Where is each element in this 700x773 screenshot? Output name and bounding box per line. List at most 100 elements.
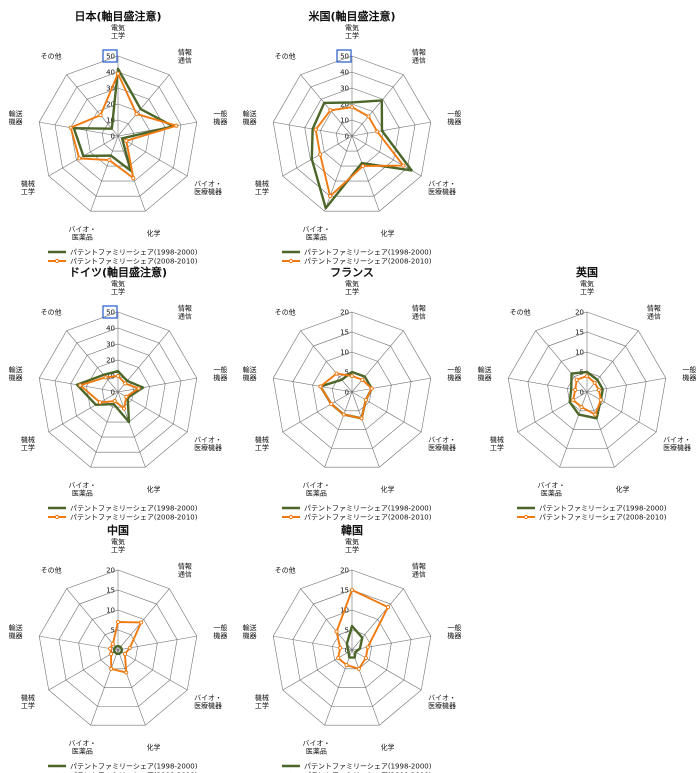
category-label: 化学 — [381, 485, 395, 494]
tick-label: 15 — [106, 587, 115, 595]
grid-ring — [38, 569, 198, 726]
series-point — [68, 125, 73, 130]
grid-ring — [272, 55, 432, 212]
category-label: 電気工学 — [111, 279, 125, 296]
series-point — [349, 587, 355, 593]
grid-ring — [527, 331, 647, 449]
category-label: 輸送機器 — [243, 109, 257, 126]
axis-spoke — [351, 649, 380, 726]
category-label: 輸送機器 — [9, 623, 23, 640]
series-point — [98, 113, 103, 118]
legend-label-1: パテントファミリーシェア(1998-2000) — [70, 505, 198, 513]
series-point — [123, 381, 128, 386]
category-label: 一般機器 — [213, 109, 227, 126]
category-label: 化学 — [381, 229, 395, 238]
tick-label: 0 — [111, 647, 115, 655]
axis-spoke — [300, 330, 353, 393]
series-point — [115, 619, 121, 625]
series-point — [363, 655, 368, 661]
series-point — [122, 651, 128, 657]
category-label: 化学 — [381, 743, 395, 752]
series-line-1 — [112, 644, 124, 655]
category-label: 電気工学 — [111, 23, 125, 40]
axis-spoke — [324, 649, 353, 726]
series-point — [338, 645, 343, 651]
grid-ring — [304, 87, 400, 182]
category-label: バイオ・医療機器 — [194, 436, 222, 452]
axis-spoke — [282, 391, 353, 433]
series-point — [359, 416, 364, 421]
tick-label: 10 — [106, 607, 115, 615]
category-label: バイオ・医療機器 — [194, 180, 222, 196]
category-label: 機械工学 — [255, 435, 269, 452]
category-label: バイオ・医療機器 — [194, 694, 222, 710]
series-point — [115, 71, 121, 76]
series-point — [110, 641, 115, 646]
category-label: 電気工学 — [345, 537, 359, 554]
category-label: バイオ・医薬品 — [302, 226, 330, 242]
category-label: 化学 — [147, 485, 161, 494]
axis-spoke — [48, 649, 119, 691]
category-label: 情報通信 — [412, 47, 426, 64]
category-label: その他 — [41, 307, 62, 316]
series-point — [574, 377, 579, 382]
legend-label-2: パテントファミリーシェア(2008-2010) — [539, 514, 667, 522]
series-point — [124, 670, 129, 675]
series-point — [127, 645, 132, 651]
axis-spoke — [117, 649, 146, 726]
radar-chart-1: 米国(軸目盛注意) 0 10 20 30 40 50 電気工学情報通信一般機器バイオ・医療機器… — [243, 9, 462, 266]
grid-ring — [86, 359, 150, 423]
axis-spoke — [117, 391, 188, 433]
chart-title: 日本(軸目盛注意) — [74, 9, 161, 23]
series-point — [174, 123, 179, 128]
legend-label-2: パテントファミリーシェア(2008-2010) — [304, 258, 432, 266]
tick-label: 20 — [575, 309, 584, 317]
axis-spoke — [351, 135, 380, 212]
category-label: 化学 — [147, 229, 161, 238]
tick-label: 15 — [340, 329, 349, 337]
axis-spoke — [300, 74, 353, 137]
category-label: その他 — [510, 307, 531, 316]
legend-marker — [523, 514, 529, 520]
chart-title: 米国(軸目盛注意) — [307, 9, 395, 23]
legend-label-1: パテントファミリーシェア(1998-2000) — [304, 249, 432, 257]
series-point — [334, 629, 339, 634]
series-point — [313, 127, 318, 132]
axis-spoke — [273, 377, 353, 393]
grid-ring — [54, 71, 182, 197]
category-label: バイオ・医療機器 — [428, 436, 456, 452]
series-point — [124, 138, 129, 143]
tick-label: 20 — [340, 567, 349, 575]
grid-ring — [272, 311, 432, 468]
series-line-2 — [314, 106, 405, 198]
grid-ring — [335, 119, 369, 152]
axis-scale-highlight — [336, 49, 352, 63]
category-label: 化学 — [147, 743, 161, 752]
legend-label-1: パテントファミリーシェア(1998-2000) — [304, 505, 432, 513]
axis-spoke — [117, 391, 146, 468]
grid-ring — [58, 589, 178, 707]
axis-spoke — [117, 74, 170, 137]
axis-spoke — [117, 588, 170, 651]
tick-label: 50 — [106, 53, 115, 61]
category-label: バイオ・医療機器 — [428, 180, 456, 196]
tick-label: 0 — [111, 389, 115, 397]
axis-spoke — [282, 649, 353, 691]
axis-spoke — [351, 330, 404, 393]
grid-ring — [272, 569, 432, 726]
legend-marker — [288, 514, 294, 520]
tick-label: 0 — [345, 389, 349, 397]
grid-ring — [78, 609, 158, 688]
axis-spoke — [300, 588, 353, 651]
tick-label: 10 — [340, 349, 349, 357]
series-point — [369, 386, 374, 391]
series-point — [115, 373, 121, 379]
axis-spoke — [66, 74, 119, 137]
category-label: 輸送機器 — [9, 365, 23, 382]
series-point — [139, 620, 144, 625]
category-label: 機械工学 — [21, 179, 35, 196]
grid-ring — [547, 351, 627, 430]
axis-spoke — [586, 391, 657, 433]
series-line-2 — [572, 375, 602, 416]
